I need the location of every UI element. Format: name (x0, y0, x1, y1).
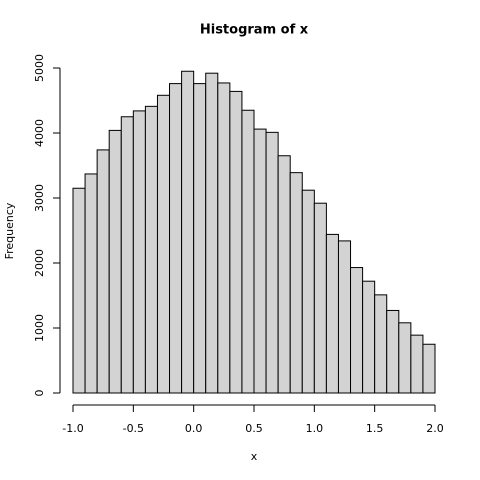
y-tick-label: 1000 (33, 314, 46, 342)
y-tick-label: 2000 (33, 249, 46, 277)
bar (217, 82, 231, 394)
y-axis-label: Frequency (3, 202, 16, 259)
bar (72, 187, 86, 394)
bar (386, 309, 400, 394)
x-tick-label: 1.5 (366, 422, 384, 435)
bar (120, 116, 134, 394)
bar (253, 128, 267, 394)
x-tick-label: 0.5 (245, 422, 263, 435)
bar (84, 173, 98, 394)
y-tick-label: 4000 (33, 119, 46, 147)
bar (301, 189, 315, 394)
y-tick-label: 5000 (33, 54, 46, 82)
bar (277, 155, 291, 394)
bar (362, 280, 376, 394)
x-tick-label: -1.0 (62, 422, 83, 435)
bar (398, 322, 412, 394)
bar (96, 149, 110, 394)
bar (169, 83, 183, 394)
bar (241, 109, 255, 394)
x-tick-label: 1.0 (306, 422, 324, 435)
y-tick-label: 3000 (33, 184, 46, 212)
bar (374, 294, 388, 394)
bar (350, 267, 364, 394)
bar (181, 70, 195, 394)
bar (337, 240, 352, 394)
bar (289, 172, 303, 394)
chart-title: Histogram of x (200, 23, 309, 38)
x-axis-label: x (251, 450, 258, 463)
x-tick-label: 0.0 (185, 422, 203, 435)
bar (229, 90, 243, 394)
bar (313, 202, 327, 394)
x-tick-label: 2.0 (426, 422, 444, 435)
y-tick-label: 0 (33, 390, 46, 397)
bar (144, 105, 158, 394)
bar (410, 334, 424, 394)
x-tick-label: -0.5 (123, 422, 144, 435)
bar (108, 129, 122, 394)
bar (205, 72, 219, 394)
bar (265, 131, 279, 394)
bar (193, 83, 207, 394)
bar (156, 94, 171, 394)
bar (325, 233, 339, 394)
bar (422, 343, 436, 394)
bar (132, 110, 146, 394)
